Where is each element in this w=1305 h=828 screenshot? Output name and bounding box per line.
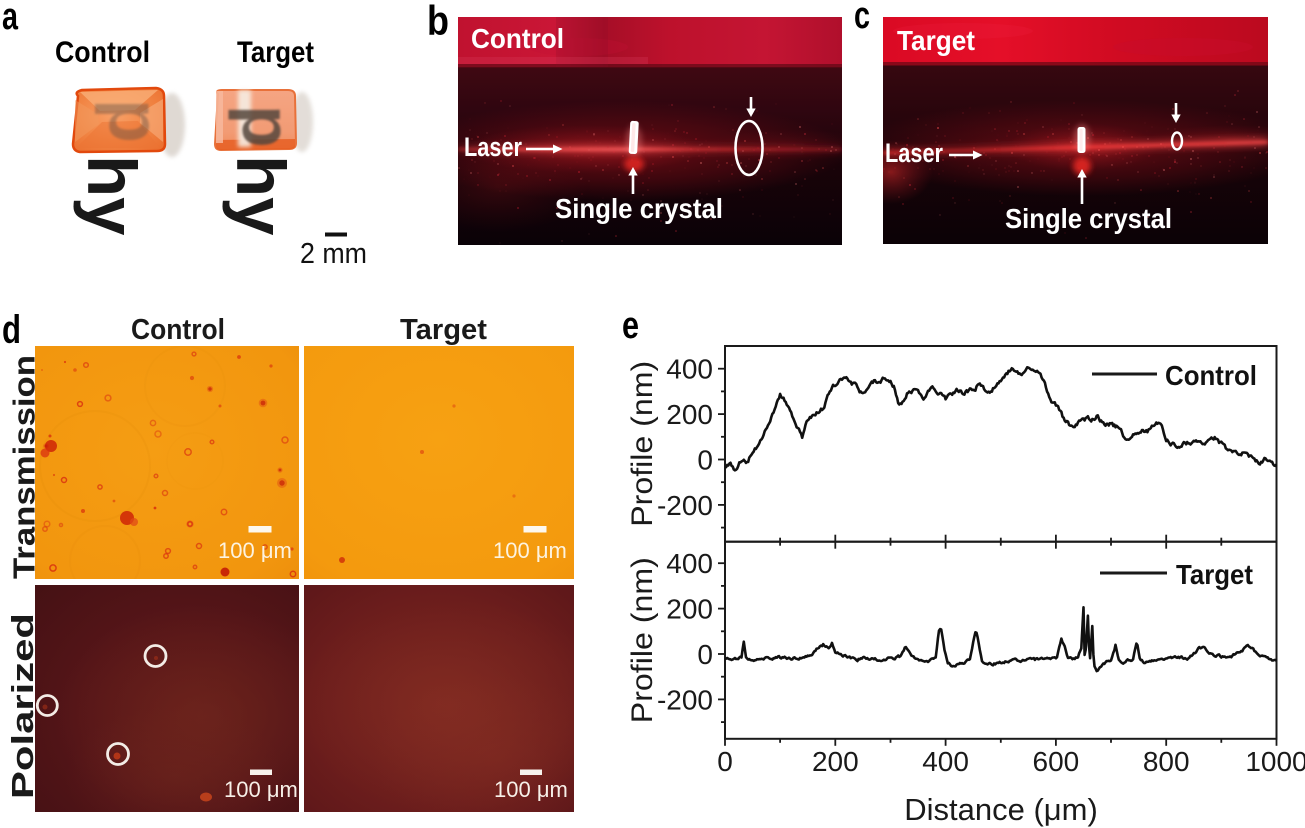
svg-text:100 μm: 100 μm [494,777,568,802]
svg-text:c: c [854,0,870,37]
svg-text:p: p [228,105,306,148]
svg-text:Target: Target [400,314,487,346]
svg-text:Laser: Laser [885,138,943,168]
svg-text:1000: 1000 [1245,746,1305,777]
svg-text:0: 0 [717,746,733,777]
svg-text:Profile (nm): Profile (nm) [626,557,659,723]
svg-text:Single crystal: Single crystal [1005,203,1172,234]
svg-text:a: a [2,0,19,38]
svg-text:Target: Target [897,25,975,56]
svg-text:400: 400 [922,746,969,777]
svg-text:b: b [427,0,449,44]
svg-text:400: 400 [666,548,713,579]
svg-text:100 μm: 100 μm [224,777,298,802]
svg-text:e: e [622,305,639,347]
svg-text:hy: hy [222,155,299,236]
svg-text:Control: Control [1165,360,1257,391]
svg-text:Target: Target [1176,559,1253,590]
svg-text:Transmission: Transmission [7,355,42,579]
svg-text:800: 800 [1143,746,1190,777]
svg-text:600: 600 [1033,746,1080,777]
svg-text:Polarized: Polarized [5,613,40,799]
svg-text:200: 200 [666,594,713,625]
svg-text:Distance (μm): Distance (μm) [904,792,1098,827]
svg-text:400: 400 [666,354,713,385]
svg-text:hy: hy [73,155,150,236]
svg-text:100 μm: 100 μm [218,538,292,563]
svg-text:Target: Target [237,36,314,69]
svg-text:Single crystal: Single crystal [555,193,723,224]
svg-text:-200: -200 [657,490,713,521]
svg-text:0: 0 [697,639,713,670]
svg-text:200: 200 [812,746,859,777]
svg-text:Control: Control [131,314,225,346]
svg-text:0: 0 [697,445,713,476]
svg-text:100 μm: 100 μm [493,538,567,563]
svg-text:Profile (nm): Profile (nm) [626,361,659,527]
svg-text:Laser: Laser [464,132,522,162]
svg-text:Control: Control [55,36,150,69]
svg-text:200: 200 [666,399,713,430]
svg-text:d: d [2,308,21,352]
svg-text:-200: -200 [657,684,713,715]
svg-text:p: p [94,99,174,143]
svg-text:2 mm: 2 mm [300,238,367,270]
svg-text:Control: Control [471,23,564,54]
